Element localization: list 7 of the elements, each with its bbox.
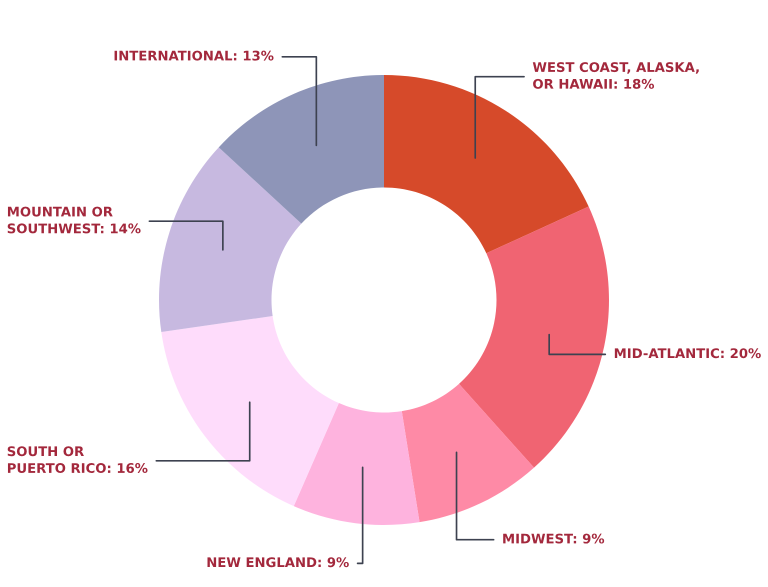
- slice-label: INTERNATIONAL: 13%: [114, 50, 274, 61]
- slice-label: MID-ATLANTIC: 20%: [614, 348, 761, 358]
- slice-label: WEST COAST, ALASKA, OR HAWAII: 18%: [532, 62, 699, 89]
- slice-label: MOUNTAIN OR SOUTHWEST: 14%: [8, 206, 141, 234]
- slice-label: SOUTH OR PUERTO RICO: 16%: [8, 446, 148, 474]
- slice-label: MIDWEST: 9%: [503, 534, 604, 544]
- slice-label: NEW ENGLAND: 9%: [207, 557, 349, 568]
